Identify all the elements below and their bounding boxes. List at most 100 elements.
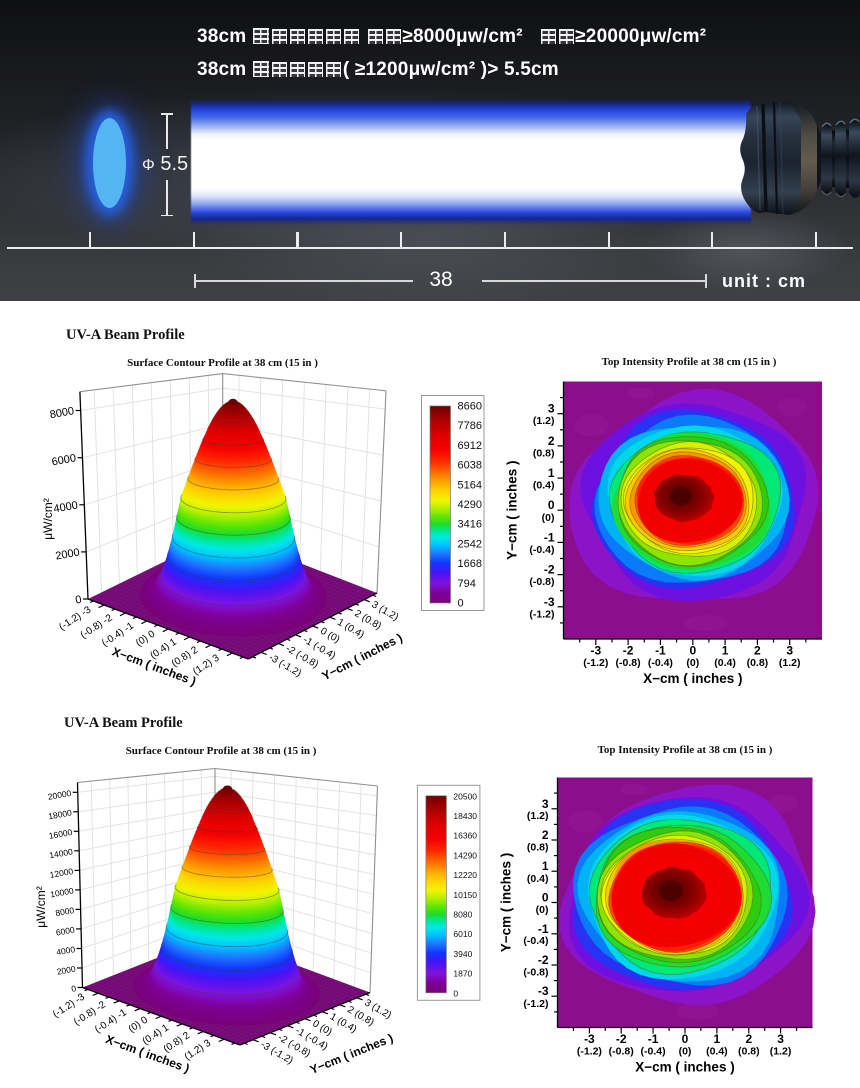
svg-text:18430: 18430 [453,811,477,821]
svg-text:-3: -3 [590,644,601,658]
svg-text:-3: -3 [584,1032,595,1046]
svg-text:4000: 4000 [53,499,79,515]
svg-text:16000: 16000 [48,827,73,841]
svg-text:(-1.2): (-1.2) [583,657,608,669]
svg-text:1: 1 [548,466,555,480]
svg-text:Y−cm ( inches ): Y−cm ( inches ) [505,460,520,559]
svg-text:8080: 8080 [453,910,472,920]
svg-text:(-1.2): (-1.2) [577,1046,602,1058]
svg-text:8000: 8000 [49,405,75,421]
svg-text:Top Intensity Profile at 38 cm: Top Intensity Profile at 38 cm (15 in ) [598,744,773,756]
svg-text:20500: 20500 [453,791,477,801]
svg-text:2000: 2000 [56,964,77,977]
svg-text:-1: -1 [538,922,549,936]
svg-text:(1.2): (1.2) [527,810,549,822]
svg-text:794: 794 [458,578,476,590]
svg-text:0: 0 [548,498,555,512]
svg-text:(0) 0: (0) 0 [127,1014,151,1035]
svg-text:(0.4): (0.4) [527,873,549,885]
svg-text:(0.4): (0.4) [706,1046,728,1058]
svg-text:0: 0 [74,594,82,607]
svg-text:(-0.8): (-0.8) [609,1046,634,1058]
svg-text:UV-A Beam Profile: UV-A Beam Profile [64,715,183,731]
svg-text:3940: 3940 [453,949,472,959]
svg-text:6000: 6000 [55,924,76,937]
svg-text:6010: 6010 [453,929,472,939]
svg-text:20000: 20000 [47,788,72,802]
svg-text:(0) 0: (0) 0 [134,628,158,649]
svg-text:8000: 8000 [55,905,76,918]
svg-text:(0): (0) [542,512,555,524]
svg-text:(-0.8): (-0.8) [529,576,554,588]
svg-text:12000: 12000 [49,866,74,880]
svg-text:14000: 14000 [49,846,74,860]
svg-text:1: 1 [722,644,729,658]
svg-text:6000: 6000 [51,452,77,468]
svg-text:-2: -2 [623,644,634,658]
svg-text:(-1.2): (-1.2) [529,608,554,620]
svg-text:1: 1 [542,859,549,873]
svg-text:-2: -2 [544,563,555,577]
svg-text:18000: 18000 [48,807,73,821]
svg-text:(1.2): (1.2) [770,1046,792,1058]
svg-text:(0.8): (0.8) [747,657,769,669]
svg-text:-1: -1 [655,644,666,658]
svg-text:(-0.8): (-0.8) [616,657,641,669]
svg-text:(-0.4): (-0.4) [523,935,548,947]
svg-text:4000: 4000 [55,944,76,957]
svg-text:12220: 12220 [453,870,477,880]
svg-text:(0.4): (0.4) [714,657,736,669]
svg-text:(-0.4): (-0.4) [641,1046,666,1058]
svg-text:2: 2 [542,828,549,842]
svg-text:-1: -1 [544,530,555,544]
svg-text:Y−cm ( inches ): Y−cm ( inches ) [499,853,514,952]
svg-text:-3: -3 [538,984,549,998]
svg-text:10150: 10150 [453,890,477,900]
svg-text:2: 2 [548,434,555,448]
svg-text:Top Intensity Profile at 38 cm: Top Intensity Profile at 38 cm (15 in ) [602,356,777,368]
svg-text:2000: 2000 [55,547,81,563]
svg-text:1870: 1870 [453,969,472,979]
svg-text:8660: 8660 [458,401,482,413]
svg-text:(1.2): (1.2) [533,415,555,427]
svg-text:(0.8): (0.8) [527,842,549,854]
svg-text:(0.8): (0.8) [738,1046,760,1058]
svg-text:2542: 2542 [458,538,482,550]
svg-text:(1.2): (1.2) [779,657,801,669]
svg-text:6912: 6912 [458,440,482,452]
svg-text:0: 0 [682,1032,689,1046]
svg-text:(-0.4): (-0.4) [648,657,673,669]
svg-text:(-0.8): (-0.8) [523,967,548,979]
svg-text:0: 0 [70,983,77,994]
svg-text:-2: -2 [616,1032,627,1046]
svg-text:1668: 1668 [458,558,482,570]
svg-text:1: 1 [714,1032,721,1046]
svg-text:0: 0 [542,891,549,905]
svg-text:μW/cm²: μW/cm² [41,498,55,540]
svg-text:Surface Contour Profile at 38: Surface Contour Profile at 38 cm (15 in … [127,357,318,369]
svg-text:4290: 4290 [458,499,482,511]
svg-text:3: 3 [542,797,549,811]
svg-text:-3: -3 [544,595,555,609]
svg-text:3: 3 [786,644,793,658]
svg-text:(0.4): (0.4) [533,480,555,492]
svg-text:6038: 6038 [458,460,482,472]
svg-text:UV-A Beam Profile: UV-A Beam Profile [66,327,185,343]
svg-text:(0.8): (0.8) [533,447,555,459]
svg-text:3416: 3416 [458,519,482,531]
svg-text:X−cm ( inches ): X−cm ( inches ) [643,671,742,686]
svg-text:(-1.2): (-1.2) [523,998,548,1010]
svg-text:2: 2 [745,1032,752,1046]
svg-text:Surface Contour Profile at 38: Surface Contour Profile at 38 cm (15 in … [126,745,317,757]
svg-text:2: 2 [754,644,761,658]
svg-text:μW/cm²: μW/cm² [34,886,48,928]
svg-text:0: 0 [689,644,696,658]
svg-text:0: 0 [458,598,464,610]
svg-text:16360: 16360 [453,831,477,841]
svg-text:(0): (0) [679,1046,692,1058]
svg-text:(0): (0) [686,657,699,669]
svg-text:3: 3 [777,1032,784,1046]
svg-text:10000: 10000 [49,885,74,899]
svg-text:7786: 7786 [458,420,482,432]
svg-text:X−cm ( inches ): X−cm ( inches ) [635,1060,734,1075]
